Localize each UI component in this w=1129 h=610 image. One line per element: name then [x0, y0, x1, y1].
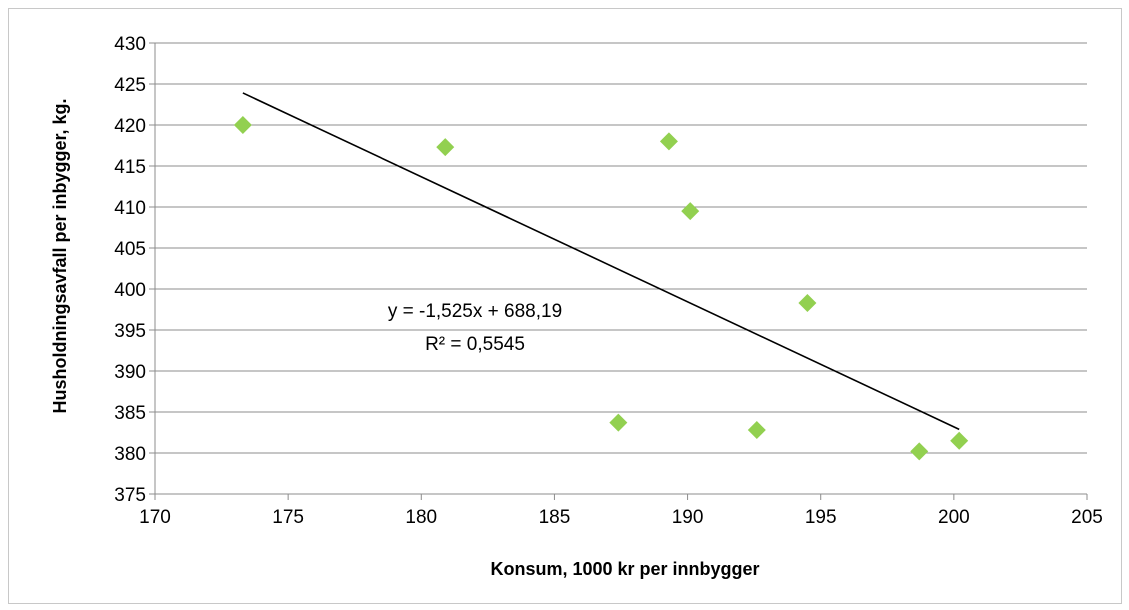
y-tick-label: 415: [114, 157, 146, 178]
y-tick-label: 375: [114, 485, 146, 506]
data-point: [798, 293, 817, 312]
chart-frame: [8, 8, 1122, 604]
data-point: [910, 442, 929, 461]
y-tick-label: 390: [114, 362, 146, 383]
y-tick-label: 395: [114, 321, 146, 342]
x-tick-label: 175: [272, 507, 304, 528]
trendline: [242, 92, 960, 431]
x-tick-label: 170: [139, 507, 171, 528]
y-tick-label: 385: [114, 403, 146, 424]
trendline-equation: y = -1,525x + 688,19: [388, 301, 562, 322]
data-point: [233, 116, 252, 134]
y-tick-label: 410: [114, 198, 146, 219]
x-tick-label: 190: [672, 507, 704, 528]
data-point: [609, 413, 628, 432]
trendline-r-squared: R² = 0,5545: [425, 334, 525, 355]
x-tick-label: 185: [539, 507, 571, 528]
trendline-layer: [242, 92, 960, 431]
y-tick-label: 405: [114, 239, 146, 260]
data-points: [233, 116, 969, 461]
data-point: [747, 421, 766, 440]
y-tick-label: 425: [114, 75, 146, 96]
y-tick-label: 380: [114, 444, 146, 465]
tick-labels: 375 380 385 390 395 400 405 410 415 420 425 430 170 1…: [114, 34, 1103, 528]
data-point: [950, 431, 969, 450]
x-tick-label: 200: [938, 507, 970, 528]
data-point: [681, 202, 700, 221]
y-tick-label: 400: [114, 280, 146, 301]
data-point: [436, 138, 455, 157]
x-tick-label: 205: [1071, 507, 1103, 528]
y-tick-label: 430: [114, 34, 146, 55]
x-axis-title: Konsum, 1000 kr per innbygger: [490, 559, 759, 579]
y-tick-label: 420: [114, 116, 146, 137]
data-point: [659, 132, 678, 151]
gridlines: [155, 42, 1087, 454]
x-tick-label: 195: [805, 507, 837, 528]
y-axis-title: Husholdningsavfall per inbygger, kg.: [50, 98, 70, 413]
x-tick-label: 180: [405, 507, 437, 528]
axes: [149, 42, 1088, 500]
